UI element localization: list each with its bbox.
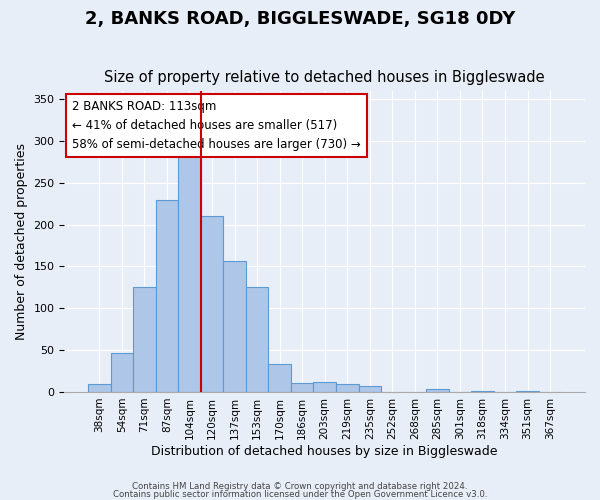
Bar [336, 384, 359, 392]
Bar [201, 216, 223, 392]
Bar [426, 390, 449, 392]
Bar [516, 391, 539, 392]
Title: Size of property relative to detached houses in Biggleswade: Size of property relative to detached ho… [104, 70, 545, 86]
Text: 2, BANKS ROAD, BIGGLESWADE, SG18 0DY: 2, BANKS ROAD, BIGGLESWADE, SG18 0DY [85, 10, 515, 28]
X-axis label: Distribution of detached houses by size in Biggleswade: Distribution of detached houses by size … [151, 444, 498, 458]
Bar [471, 391, 494, 392]
Text: Contains public sector information licensed under the Open Government Licence v3: Contains public sector information licen… [113, 490, 487, 499]
Bar [246, 288, 268, 392]
Text: Contains HM Land Registry data © Crown copyright and database right 2024.: Contains HM Land Registry data © Crown c… [132, 482, 468, 491]
Bar [291, 383, 313, 392]
Bar [155, 200, 178, 392]
Bar [110, 352, 133, 392]
Y-axis label: Number of detached properties: Number of detached properties [15, 143, 28, 340]
Text: 2 BANKS ROAD: 113sqm
← 41% of detached houses are smaller (517)
58% of semi-deta: 2 BANKS ROAD: 113sqm ← 41% of detached h… [72, 100, 361, 151]
Bar [359, 386, 381, 392]
Bar [88, 384, 110, 392]
Bar [223, 260, 246, 392]
Bar [178, 155, 201, 392]
Bar [268, 364, 291, 392]
Bar [133, 286, 155, 392]
Bar [313, 382, 336, 392]
